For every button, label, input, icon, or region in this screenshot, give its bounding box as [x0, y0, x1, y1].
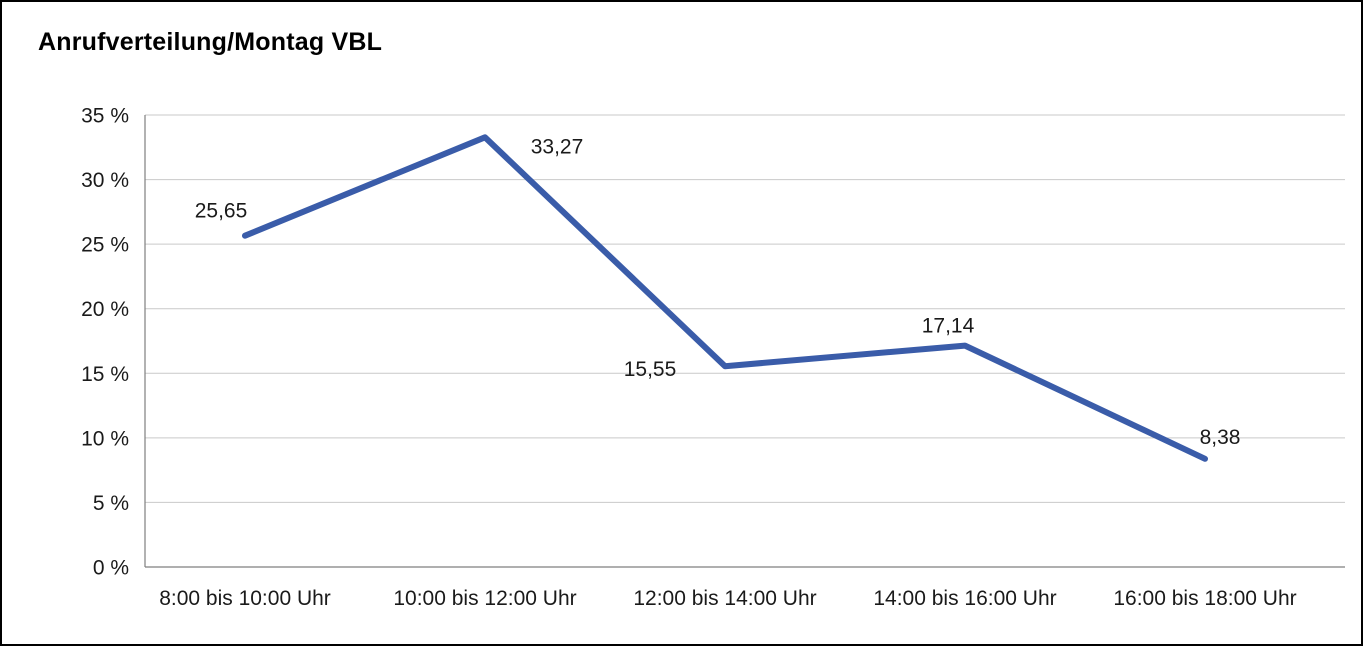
y-axis-tick-label: 30 %	[81, 169, 129, 192]
y-axis-tick-label: 25 %	[81, 234, 129, 257]
y-axis-tick-label: 20 %	[81, 298, 129, 321]
y-axis-tick-label: 0 %	[93, 557, 129, 580]
y-axis-tick-label: 5 %	[93, 492, 129, 515]
x-axis-category-label: 14:00 bis 16:00 Uhr	[873, 587, 1056, 610]
chart-title: Anrufverteilung/Montag VBL	[38, 28, 383, 56]
data-point-label: 17,14	[922, 315, 975, 338]
y-axis-tick-label: 15 %	[81, 363, 129, 386]
data-series-line	[242, 134, 1208, 462]
x-axis-category-label: 16:00 bis 18:00 Uhr	[1113, 587, 1296, 610]
data-point-label: 33,27	[531, 135, 584, 158]
y-axis-tick-label: 35 %	[81, 105, 129, 128]
x-axis-category-label: 12:00 bis 14:00 Uhr	[633, 587, 816, 610]
y-axis-tick-label: 10 %	[81, 427, 129, 450]
data-point-label: 8,38	[1200, 426, 1241, 449]
x-axis-category-label: 8:00 bis 10:00 Uhr	[159, 587, 331, 610]
data-point-label: 25,65	[195, 200, 248, 223]
data-point-label: 15,55	[624, 358, 677, 381]
x-axis-category-label: 10:00 bis 12:00 Uhr	[393, 587, 576, 610]
